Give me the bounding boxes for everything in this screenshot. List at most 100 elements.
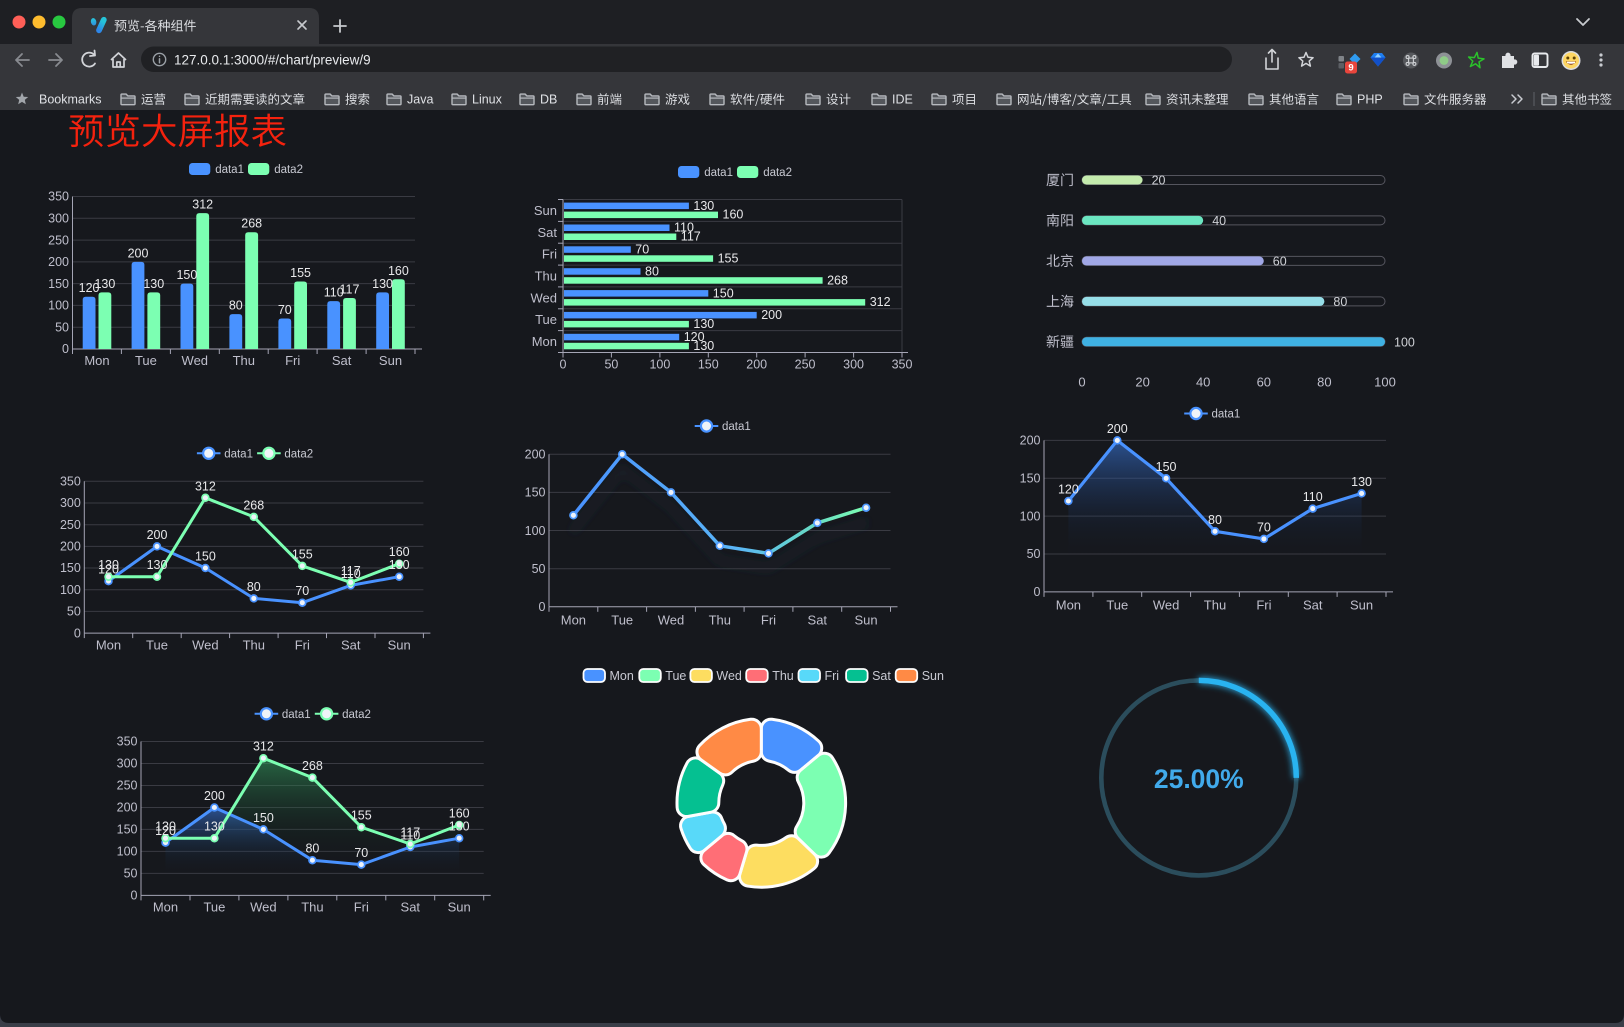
svg-text:350: 350 [60, 475, 81, 489]
svg-text:268: 268 [241, 217, 262, 231]
svg-text:100: 100 [1394, 335, 1415, 349]
svg-text:250: 250 [117, 779, 138, 793]
svg-text:data1: data1 [224, 449, 253, 461]
svg-text:DB: DB [540, 93, 557, 107]
svg-text:70: 70 [354, 846, 368, 860]
svg-text:Wed: Wed [716, 669, 742, 683]
svg-text:117: 117 [400, 826, 420, 840]
svg-text:130: 130 [94, 277, 115, 291]
svg-text:300: 300 [60, 496, 81, 510]
svg-text:117: 117 [681, 230, 701, 244]
svg-text:Thu: Thu [535, 269, 557, 284]
svg-text:155: 155 [292, 547, 313, 561]
svg-text:150: 150 [1020, 472, 1041, 486]
svg-text:250: 250 [60, 518, 81, 532]
svg-text:150: 150 [1156, 460, 1177, 474]
svg-text:Tue: Tue [135, 353, 157, 368]
svg-text:80: 80 [1317, 375, 1331, 390]
svg-text:Thu: Thu [1204, 598, 1226, 613]
svg-text:312: 312 [870, 295, 891, 309]
svg-text:Java: Java [407, 93, 433, 107]
svg-text:Mon: Mon [561, 613, 586, 628]
svg-text:Fri: Fri [542, 247, 557, 262]
svg-text:150: 150 [117, 823, 138, 837]
svg-text:Tue: Tue [146, 638, 168, 653]
svg-text:0: 0 [62, 342, 69, 356]
svg-text:160: 160 [389, 545, 410, 559]
svg-text:150: 150 [698, 358, 719, 372]
svg-text:155: 155 [718, 251, 739, 265]
svg-text:20: 20 [1135, 375, 1149, 390]
svg-text:312: 312 [253, 740, 274, 754]
svg-text:130: 130 [693, 317, 714, 331]
svg-text:110: 110 [324, 286, 344, 300]
svg-text:IDE: IDE [892, 93, 913, 107]
svg-text:PHP: PHP [1357, 93, 1383, 107]
svg-text:0: 0 [1078, 375, 1085, 390]
svg-text:Thu: Thu [243, 638, 265, 653]
svg-text:70: 70 [295, 584, 309, 598]
svg-text:312: 312 [195, 479, 216, 493]
svg-text:Mon: Mon [1056, 598, 1081, 613]
svg-text:Tue: Tue [203, 900, 225, 915]
svg-text:80: 80 [229, 299, 243, 313]
svg-text:130: 130 [693, 339, 714, 353]
svg-text:150: 150 [253, 811, 274, 825]
svg-text:117: 117 [341, 564, 361, 578]
svg-text:0: 0 [74, 626, 81, 640]
svg-text:160: 160 [388, 264, 409, 278]
svg-text:data1: data1 [1212, 409, 1241, 421]
svg-text:Wed: Wed [250, 900, 277, 915]
svg-text:9: 9 [1348, 63, 1353, 74]
svg-text:120: 120 [79, 281, 100, 295]
svg-text:Mon: Mon [84, 353, 109, 368]
svg-text:Tue: Tue [665, 669, 686, 683]
svg-text:268: 268 [827, 273, 848, 287]
svg-text:200: 200 [761, 308, 782, 322]
svg-text:Sun: Sun [448, 900, 471, 915]
svg-text:70: 70 [1257, 520, 1271, 534]
svg-text:Sun: Sun [922, 669, 944, 683]
svg-text:Fri: Fri [295, 638, 310, 653]
svg-text:0: 0 [1034, 585, 1041, 599]
svg-text:200: 200 [60, 540, 81, 554]
svg-text:120: 120 [1058, 483, 1079, 497]
svg-text:130: 130 [449, 820, 470, 834]
svg-text:312: 312 [192, 198, 213, 212]
svg-text:50: 50 [1027, 547, 1041, 561]
svg-text:155: 155 [351, 809, 372, 823]
svg-text:60: 60 [1273, 255, 1287, 269]
svg-text:Tue: Tue [535, 312, 557, 327]
svg-text:Thu: Thu [233, 353, 255, 368]
svg-text:80: 80 [1333, 295, 1347, 309]
svg-text:350: 350 [48, 190, 69, 204]
svg-text:150: 150 [525, 486, 546, 500]
svg-text:50: 50 [604, 358, 618, 372]
svg-text:Mon: Mon [153, 900, 178, 915]
svg-text:110: 110 [674, 221, 694, 235]
svg-text:40: 40 [1212, 214, 1226, 228]
svg-text:100: 100 [60, 583, 81, 597]
svg-text:Thu: Thu [772, 669, 794, 683]
svg-text:120: 120 [684, 330, 705, 344]
svg-text:50: 50 [67, 605, 81, 619]
svg-text:100: 100 [649, 358, 670, 372]
svg-text:Bookmarks: Bookmarks [39, 93, 102, 107]
svg-text:160: 160 [723, 208, 744, 222]
svg-text:100: 100 [1020, 509, 1041, 523]
svg-text:100: 100 [48, 299, 69, 313]
svg-text:117: 117 [340, 283, 360, 297]
svg-text:data1: data1 [282, 709, 311, 721]
svg-text:Sun: Sun [1350, 598, 1373, 613]
svg-text:150: 150 [713, 286, 734, 300]
svg-text:350: 350 [892, 358, 913, 372]
svg-text:50: 50 [532, 562, 546, 576]
svg-text:200: 200 [204, 789, 225, 803]
svg-text:Sat: Sat [401, 900, 421, 915]
svg-text:130: 130 [389, 558, 410, 572]
svg-text:60: 60 [1257, 375, 1271, 390]
svg-text:200: 200 [1020, 434, 1041, 448]
svg-text:200: 200 [48, 255, 69, 269]
svg-text:40: 40 [1196, 375, 1210, 390]
svg-text:350: 350 [117, 735, 138, 749]
